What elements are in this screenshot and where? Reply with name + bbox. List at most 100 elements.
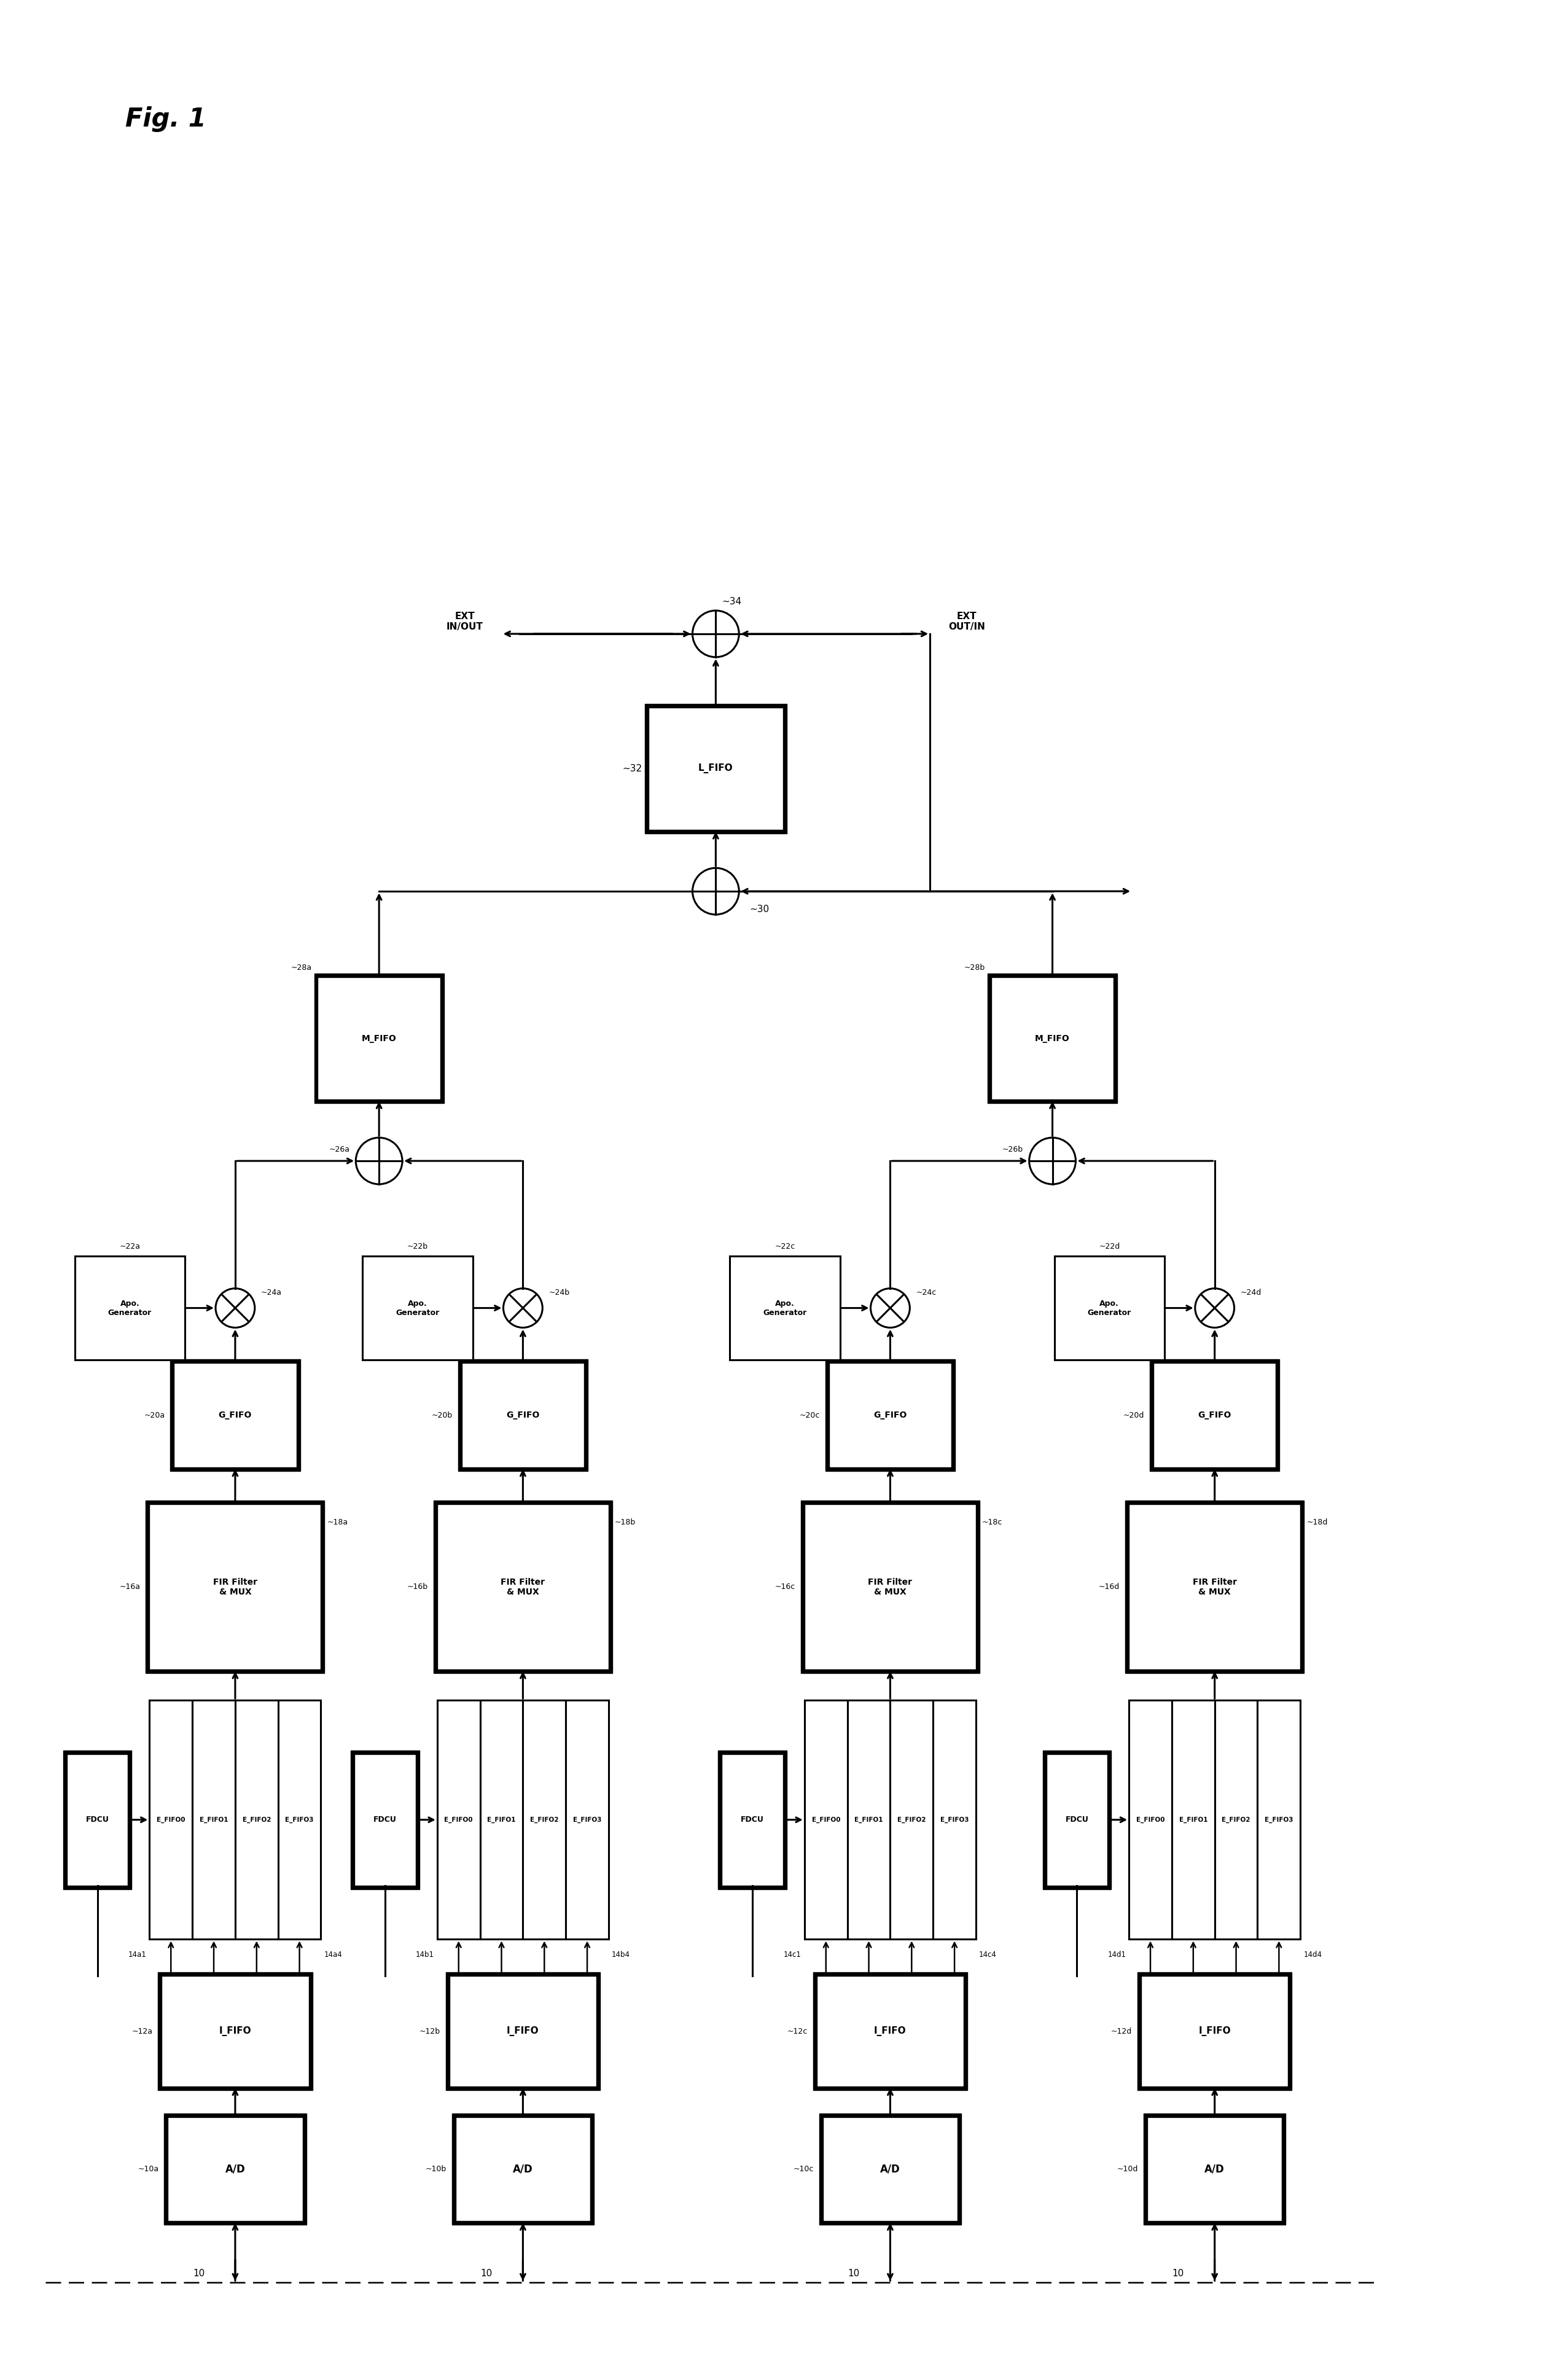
Circle shape bbox=[356, 1139, 403, 1184]
Bar bbox=[314, 972, 444, 1103]
Circle shape bbox=[503, 1288, 543, 1329]
Bar bbox=[1143, 2113, 1286, 2225]
Circle shape bbox=[1195, 1288, 1234, 1329]
Text: FIR Filter
& MUX: FIR Filter & MUX bbox=[1193, 1578, 1237, 1595]
Text: ~12c: ~12c bbox=[787, 2028, 808, 2035]
Text: 14d4: 14d4 bbox=[1303, 1952, 1322, 1959]
Bar bbox=[1149, 1360, 1279, 1471]
Bar bbox=[1043, 1749, 1112, 1890]
Text: A/D: A/D bbox=[513, 2163, 533, 2175]
Bar bbox=[456, 2118, 590, 2220]
Bar bbox=[461, 1362, 585, 1467]
Bar bbox=[149, 1700, 193, 1940]
Bar bbox=[829, 1362, 952, 1467]
Bar bbox=[480, 1700, 522, 1940]
Text: E_FIFO2: E_FIFO2 bbox=[1221, 1816, 1250, 1823]
Text: 14c4: 14c4 bbox=[978, 1952, 997, 1959]
Text: ~10c: ~10c bbox=[793, 2165, 814, 2173]
Text: E_FIFO0: E_FIFO0 bbox=[1137, 1816, 1165, 1823]
Text: A/D: A/D bbox=[880, 2163, 900, 2175]
Bar bbox=[801, 1500, 980, 1673]
Circle shape bbox=[215, 1288, 254, 1329]
Text: ~34: ~34 bbox=[721, 597, 742, 606]
Bar bbox=[1142, 1975, 1289, 2087]
Text: ~18d: ~18d bbox=[1306, 1519, 1328, 1526]
Text: E_FIFO0: E_FIFO0 bbox=[444, 1816, 474, 1823]
Bar bbox=[649, 708, 782, 830]
Text: ~20d: ~20d bbox=[1123, 1412, 1145, 1419]
Text: ~24a: ~24a bbox=[260, 1288, 282, 1298]
Text: 14c1: 14c1 bbox=[784, 1952, 801, 1959]
Bar bbox=[1148, 2118, 1283, 2220]
Text: 14a1: 14a1 bbox=[129, 1952, 146, 1959]
Text: ~12b: ~12b bbox=[419, 2028, 441, 2035]
Text: G_FIFO: G_FIFO bbox=[1198, 1412, 1231, 1419]
Bar bbox=[1137, 1973, 1292, 2089]
Bar bbox=[522, 1700, 566, 1940]
Bar bbox=[75, 1255, 185, 1360]
Text: E_FIFO3: E_FIFO3 bbox=[285, 1816, 314, 1823]
Bar bbox=[566, 1700, 608, 1940]
Text: ~10a: ~10a bbox=[138, 2165, 158, 2173]
Text: FDCU: FDCU bbox=[373, 1816, 397, 1823]
Text: G_FIFO: G_FIFO bbox=[218, 1412, 252, 1419]
Circle shape bbox=[693, 611, 739, 656]
Bar bbox=[1054, 1255, 1165, 1360]
Bar bbox=[354, 1754, 416, 1885]
Text: ~22d: ~22d bbox=[1099, 1243, 1120, 1250]
Bar bbox=[1129, 1700, 1171, 1940]
Text: ~10d: ~10d bbox=[1116, 2165, 1138, 2173]
Bar bbox=[351, 1749, 420, 1890]
Text: E_FIFO0: E_FIFO0 bbox=[812, 1816, 840, 1823]
Bar bbox=[1046, 1754, 1107, 1885]
Text: ~32: ~32 bbox=[622, 763, 643, 773]
Bar bbox=[1171, 1700, 1215, 1940]
Bar bbox=[437, 1505, 608, 1669]
Bar bbox=[1258, 1700, 1300, 1940]
Text: ~26b: ~26b bbox=[1002, 1146, 1022, 1153]
Text: A/D: A/D bbox=[226, 2163, 245, 2175]
Bar bbox=[193, 1700, 235, 1940]
Text: G_FIFO: G_FIFO bbox=[873, 1412, 906, 1419]
Bar bbox=[452, 2113, 594, 2225]
Bar bbox=[458, 1360, 588, 1471]
Text: ~18a: ~18a bbox=[328, 1519, 348, 1526]
Text: FIR Filter
& MUX: FIR Filter & MUX bbox=[869, 1578, 913, 1595]
Text: ~16a: ~16a bbox=[119, 1583, 140, 1590]
Text: G_FIFO: G_FIFO bbox=[506, 1412, 539, 1419]
Text: L_FIFO: L_FIFO bbox=[698, 763, 734, 773]
Text: 14b1: 14b1 bbox=[416, 1952, 434, 1959]
Text: ~22a: ~22a bbox=[119, 1243, 140, 1250]
Text: M_FIFO: M_FIFO bbox=[1035, 1034, 1069, 1044]
Text: ~12a: ~12a bbox=[132, 2028, 152, 2035]
Bar bbox=[644, 704, 787, 834]
Bar bbox=[171, 1360, 299, 1471]
Circle shape bbox=[870, 1288, 909, 1329]
Bar bbox=[235, 1700, 278, 1940]
Circle shape bbox=[693, 868, 739, 915]
Bar bbox=[162, 1975, 309, 2087]
Text: 14a4: 14a4 bbox=[325, 1952, 342, 1959]
Bar bbox=[67, 1754, 129, 1885]
Text: ~22c: ~22c bbox=[775, 1243, 795, 1250]
Text: FDCU: FDCU bbox=[1065, 1816, 1088, 1823]
Bar bbox=[823, 2118, 958, 2220]
Text: ~30: ~30 bbox=[750, 906, 770, 915]
Text: I_FIFO: I_FIFO bbox=[506, 2025, 539, 2037]
Text: ~22b: ~22b bbox=[408, 1243, 428, 1250]
Bar bbox=[804, 1700, 847, 1940]
Text: EXT
IN/OUT: EXT IN/OUT bbox=[447, 611, 483, 632]
Bar bbox=[278, 1700, 321, 1940]
Text: ~16d: ~16d bbox=[1099, 1583, 1120, 1590]
Text: ~20b: ~20b bbox=[431, 1412, 453, 1419]
Text: FIR Filter
& MUX: FIR Filter & MUX bbox=[213, 1578, 257, 1595]
Text: E_FIFO2: E_FIFO2 bbox=[243, 1816, 271, 1823]
Text: ~18b: ~18b bbox=[615, 1519, 635, 1526]
Text: E_FIFO3: E_FIFO3 bbox=[1265, 1816, 1294, 1823]
Text: FDCU: FDCU bbox=[740, 1816, 764, 1823]
Bar bbox=[63, 1749, 132, 1890]
Text: ~20c: ~20c bbox=[800, 1412, 820, 1419]
Text: Apo.
Generator: Apo. Generator bbox=[395, 1300, 439, 1317]
Bar bbox=[1154, 1362, 1276, 1467]
Bar bbox=[729, 1255, 840, 1360]
